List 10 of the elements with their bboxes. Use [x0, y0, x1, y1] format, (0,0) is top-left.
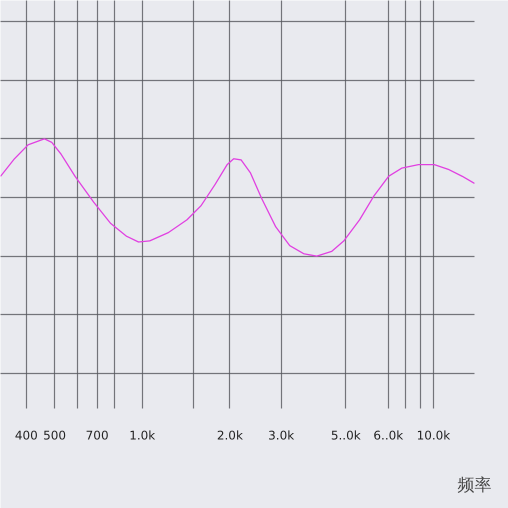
x-tick-label: 5..0k: [330, 428, 361, 442]
x-tick-label: 700: [86, 428, 109, 442]
x-axis-title: 频率: [458, 476, 492, 496]
x-tick-label: 500: [43, 428, 66, 442]
x-tick-label: 400: [14, 428, 38, 442]
x-tick-label: 10.0k: [416, 428, 450, 442]
x-tick-label: 1.0k: [129, 428, 156, 442]
x-tick-label: 6..0k: [373, 428, 404, 442]
x-tick-label: 2.0k: [216, 428, 243, 442]
x-tick-label: 3.0k: [268, 428, 294, 442]
